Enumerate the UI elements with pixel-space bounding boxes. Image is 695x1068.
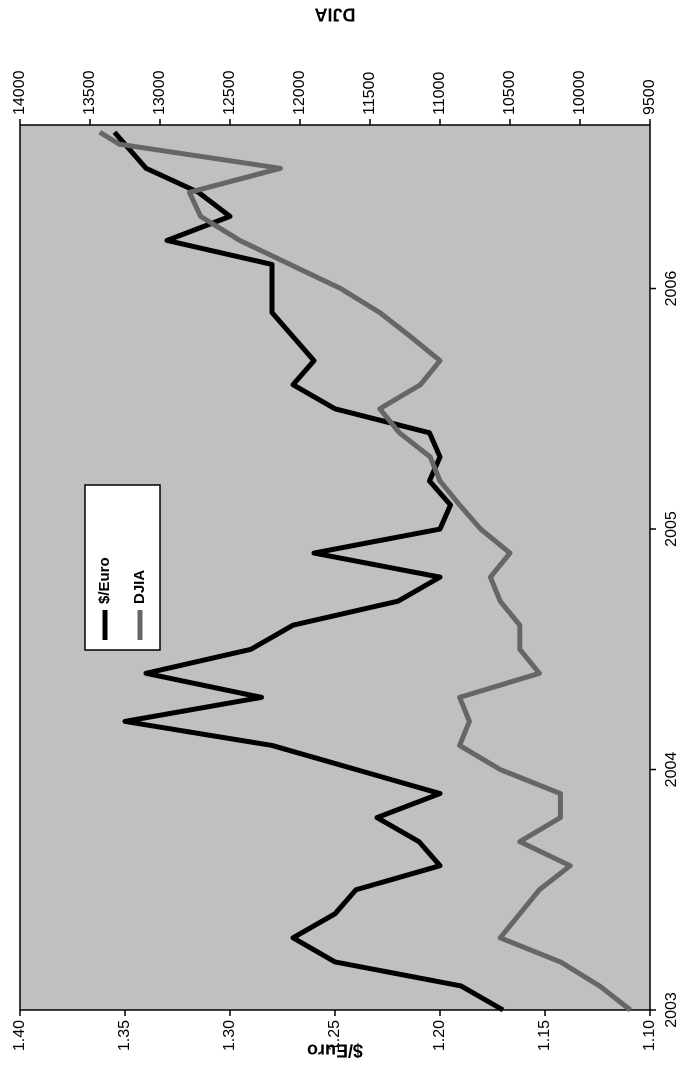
series-line	[98, 130, 632, 1012]
y2-tick-label: 11000	[431, 72, 448, 115]
x-tick-label: 2006	[663, 271, 680, 307]
y2-tick-label: 12500	[221, 70, 238, 115]
x-tick-label: 2003	[663, 992, 680, 1028]
y-tick-label: 1.25	[326, 1020, 343, 1051]
legend-box	[84, 484, 161, 651]
y2-tick-label: 10000	[571, 70, 588, 115]
series-line	[112, 130, 505, 1013]
y-axis-title: $/Euro	[307, 1040, 363, 1060]
y2-tick-label: 10500	[501, 70, 518, 115]
y-tick-label: 1.20	[431, 1020, 448, 1051]
y2-tick-label: 14000	[11, 70, 28, 115]
y-tick-label: 1.35	[116, 1020, 133, 1051]
y2-axis-title: DJIA	[314, 4, 355, 24]
legend-label: $/Euro	[96, 557, 113, 604]
y2-tick-label: 11500	[361, 72, 378, 115]
y-tick-label: 1.40	[11, 1020, 28, 1051]
y-tick-label: 1.10	[641, 1020, 658, 1051]
y2-tick-label: 13000	[151, 70, 168, 115]
y-tick-label: 1.30	[221, 1020, 238, 1051]
y-tick-label: 1.15	[536, 1020, 553, 1051]
y2-tick-label: 13500	[81, 70, 98, 115]
x-tick-label: 2005	[663, 511, 680, 547]
y2-tick-label: 9500	[641, 79, 658, 115]
y2-tick-label: 12000	[291, 70, 308, 115]
x-tick-label: 2004	[663, 752, 680, 788]
rotated-chart: 1.10 1.15 1.20 1.25 1.30 1.35 1.40 9500 10000 105…	[11, 4, 680, 1060]
legend-label: DJIA	[131, 570, 148, 604]
